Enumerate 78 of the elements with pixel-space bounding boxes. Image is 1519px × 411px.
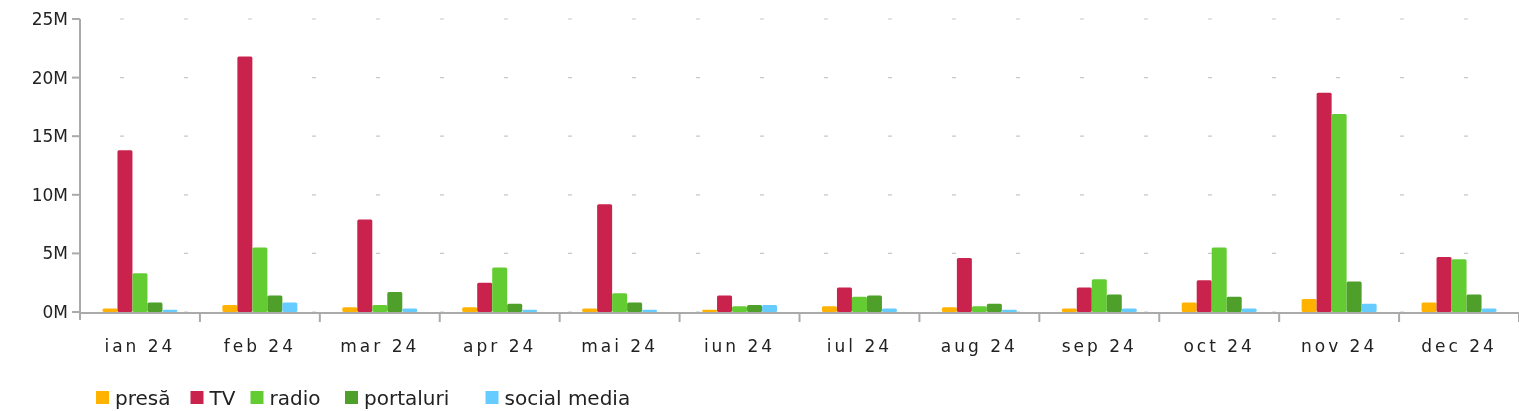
legend-label: portaluri bbox=[364, 386, 450, 410]
y-tick-label: 20M bbox=[31, 67, 68, 88]
bar bbox=[986, 303, 1002, 312]
x-tick-label: iun 24 bbox=[703, 336, 776, 356]
bar bbox=[477, 282, 493, 312]
bar bbox=[866, 295, 882, 312]
bar bbox=[597, 204, 613, 312]
bar bbox=[1436, 256, 1452, 312]
bar bbox=[1481, 308, 1497, 312]
bar bbox=[507, 303, 523, 312]
bar bbox=[1361, 303, 1377, 312]
bar bbox=[747, 304, 763, 312]
legend-label: radio bbox=[269, 386, 321, 410]
x-tick-label: iul 24 bbox=[826, 336, 893, 356]
legend-label: presă bbox=[115, 386, 171, 410]
bar bbox=[1316, 92, 1332, 312]
bar bbox=[612, 293, 628, 312]
bar bbox=[1421, 302, 1437, 312]
bar bbox=[836, 287, 852, 312]
bar bbox=[222, 304, 238, 312]
bar bbox=[1061, 308, 1077, 312]
bar bbox=[147, 302, 163, 312]
bar bbox=[971, 306, 987, 312]
bar bbox=[117, 150, 133, 312]
bar bbox=[582, 308, 598, 312]
y-tick-label: 15M bbox=[31, 126, 68, 147]
bar bbox=[402, 308, 418, 312]
bar bbox=[1241, 308, 1257, 312]
x-tick-label: mar 24 bbox=[340, 336, 420, 356]
bar bbox=[372, 304, 388, 312]
x-tick-label: apr 24 bbox=[463, 336, 537, 356]
x-tick-label: dec 24 bbox=[1421, 336, 1497, 356]
y-tick-label: 10M bbox=[31, 184, 68, 205]
bar bbox=[462, 307, 478, 312]
bar bbox=[1121, 308, 1137, 312]
bar bbox=[252, 247, 268, 312]
bar bbox=[1076, 287, 1092, 312]
bar bbox=[282, 302, 298, 312]
bar bbox=[717, 295, 733, 312]
bar bbox=[1331, 113, 1347, 312]
bar bbox=[762, 304, 778, 312]
x-tick-label: aug 24 bbox=[940, 336, 1018, 356]
bar bbox=[1301, 299, 1317, 312]
bar bbox=[1196, 280, 1212, 312]
legend-label: social media bbox=[504, 386, 631, 410]
bar bbox=[102, 308, 118, 312]
y-tick-label: 0M bbox=[42, 302, 68, 322]
bar bbox=[627, 302, 643, 312]
legend-label: TV bbox=[208, 386, 236, 410]
x-tick-label: mai 24 bbox=[581, 336, 658, 356]
bar bbox=[1226, 296, 1242, 312]
bar bbox=[267, 295, 283, 312]
bar bbox=[1106, 294, 1122, 312]
x-tick-label: oct 24 bbox=[1183, 336, 1255, 356]
y-tick-label: 5M bbox=[42, 243, 68, 264]
bar bbox=[492, 267, 508, 312]
x-tick-label: sep 24 bbox=[1061, 336, 1137, 356]
bar bbox=[1181, 302, 1197, 312]
bar bbox=[1466, 294, 1482, 312]
x-tick-label: nov 24 bbox=[1300, 336, 1378, 356]
bar bbox=[941, 307, 957, 312]
bar bbox=[132, 273, 148, 312]
x-tick-label: ian 24 bbox=[104, 336, 176, 356]
bar bbox=[357, 219, 373, 312]
bar bbox=[881, 308, 897, 312]
bar bbox=[1211, 247, 1227, 312]
bar bbox=[342, 307, 358, 312]
bar bbox=[387, 292, 403, 312]
y-tick-label: 25M bbox=[31, 9, 68, 29]
bar bbox=[956, 258, 972, 312]
bar bbox=[1091, 279, 1107, 312]
bar bbox=[237, 56, 253, 312]
bar bbox=[732, 306, 748, 312]
bar bbox=[851, 296, 867, 312]
bar bbox=[1451, 259, 1467, 312]
bar bbox=[821, 306, 837, 312]
bar bbox=[1346, 281, 1362, 312]
x-tick-label: feb 24 bbox=[223, 336, 297, 356]
